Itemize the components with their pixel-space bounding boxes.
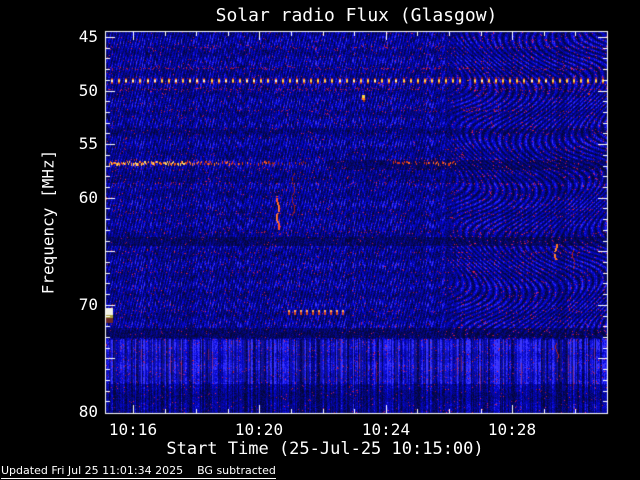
y-tick-label: 60 xyxy=(78,188,98,207)
y-tick-label: 70 xyxy=(78,295,98,314)
x-tick-label: 10:24 xyxy=(361,420,411,439)
y-tick-label: 50 xyxy=(78,81,98,100)
x-tick-label: 10:28 xyxy=(487,420,537,439)
status-updated-text: Updated Fri Jul 25 11:01:34 2025 xyxy=(1,464,184,477)
x-axis-label: Start Time (25-Jul-25 10:15:00) xyxy=(166,439,484,459)
status-note-text: BG subtracted xyxy=(197,464,276,477)
x-tick-label: 10:16 xyxy=(108,420,158,439)
chart-title: Solar radio Flux (Glasgow) xyxy=(215,5,498,26)
status-bar: Updated Fri Jul 25 11:01:34 2025 BG subtr… xyxy=(1,464,276,479)
y-tick-label: 45 xyxy=(78,27,98,46)
y-tick-label: 80 xyxy=(78,402,98,421)
x-tick-label: 10:20 xyxy=(234,420,284,439)
y-tick-label: 55 xyxy=(78,134,98,153)
y-axis-label: Frequency [MHz] xyxy=(38,149,58,295)
